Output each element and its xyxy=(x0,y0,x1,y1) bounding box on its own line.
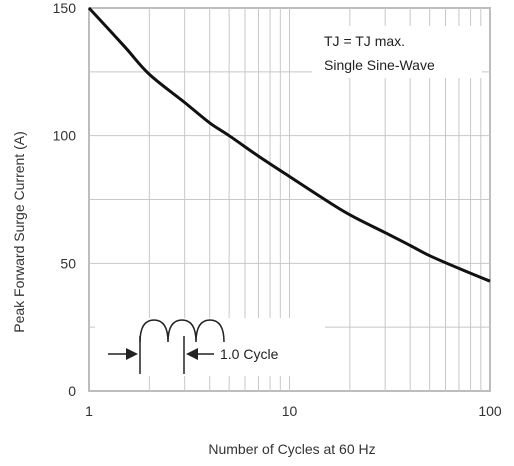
x-tick-label: 10 xyxy=(282,403,298,419)
y-tick-labels: 0 50 100 150 xyxy=(53,0,77,399)
condition-waveform: Single Sine-Wave xyxy=(324,57,435,73)
x-tick-labels: 1 10 100 xyxy=(85,403,502,419)
cycle-label: 1.0 Cycle xyxy=(220,346,279,362)
cycle-arrowhead-left xyxy=(126,348,138,360)
x-tick-label: 100 xyxy=(478,403,502,419)
cycle-arrowhead-right xyxy=(186,348,198,360)
x-tick-label: 1 xyxy=(85,403,93,419)
y-tick-label: 100 xyxy=(53,128,77,144)
y-tick-label: 0 xyxy=(68,383,76,399)
sine-wave-icon xyxy=(139,319,225,343)
condition-legend-box xyxy=(312,26,482,78)
y-tick-label: 50 xyxy=(60,255,76,271)
x-axis-label: Number of Cycles at 60 Hz xyxy=(208,441,375,457)
y-axis-label: Peak Forward Surge Current (A) xyxy=(11,131,27,333)
surge-current-curve xyxy=(87,6,491,283)
cycle-inset-box xyxy=(95,318,325,376)
y-tick-label: 150 xyxy=(53,0,77,16)
condition-tj: TJ = TJ max. xyxy=(324,33,405,49)
